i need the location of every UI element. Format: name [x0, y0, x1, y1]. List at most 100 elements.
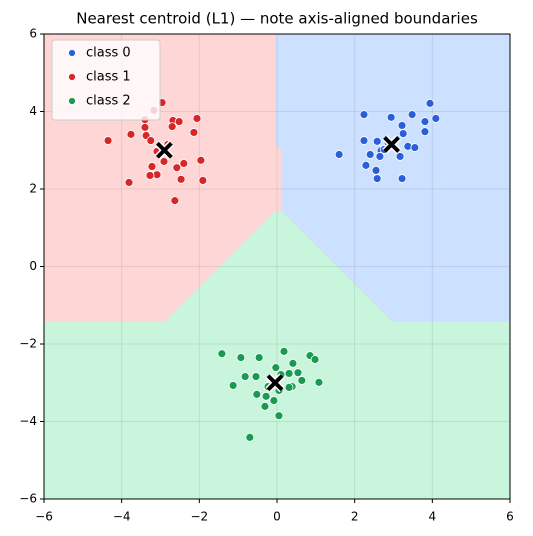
- region: [44, 300, 185, 303]
- region: [281, 178, 510, 181]
- point: [126, 129, 136, 139]
- region: [255, 230, 301, 233]
- point: [260, 401, 270, 411]
- point: [297, 376, 307, 385]
- region: [44, 258, 227, 261]
- region: [44, 138, 275, 141]
- region: [44, 330, 510, 333]
- region: [44, 456, 510, 459]
- region: [167, 318, 389, 321]
- region: [357, 286, 510, 289]
- region: [44, 210, 281, 213]
- region: [44, 496, 510, 499]
- point: [179, 159, 189, 168]
- region: [275, 88, 510, 91]
- region: [281, 158, 510, 161]
- region: [275, 134, 510, 137]
- point: [314, 377, 324, 387]
- region: [44, 186, 281, 189]
- region: [209, 276, 347, 279]
- region: [275, 102, 510, 105]
- region: [44, 424, 510, 427]
- region: [289, 218, 510, 221]
- region: [185, 300, 371, 303]
- region: [275, 60, 510, 63]
- legend-label: class 0: [86, 46, 131, 61]
- centroid-cross: [383, 136, 400, 153]
- region: [44, 266, 219, 269]
- region: [335, 264, 510, 267]
- region: [44, 490, 510, 493]
- point: [407, 110, 417, 119]
- region: [44, 294, 191, 297]
- region: [349, 278, 510, 281]
- region: [44, 238, 247, 241]
- region: [199, 286, 357, 289]
- region: [44, 446, 510, 449]
- region: [379, 308, 510, 311]
- region: [44, 426, 510, 429]
- region: [221, 264, 335, 267]
- region: [44, 36, 275, 39]
- region: [281, 184, 510, 187]
- y-tick-label: −6: [19, 492, 37, 506]
- region: [341, 270, 510, 273]
- x-tick-label: −2: [190, 510, 208, 524]
- point: [217, 349, 227, 359]
- point: [397, 121, 407, 130]
- region: [233, 252, 323, 255]
- region: [281, 170, 510, 173]
- region: [333, 262, 510, 265]
- region: [353, 282, 510, 285]
- region: [389, 318, 510, 321]
- region: [245, 240, 311, 243]
- region: [195, 290, 361, 293]
- region: [44, 482, 510, 485]
- region: [281, 160, 510, 163]
- point: [288, 358, 298, 368]
- region: [44, 200, 281, 203]
- region: [44, 176, 281, 179]
- region: [44, 308, 177, 311]
- region: [44, 182, 281, 185]
- region: [44, 192, 281, 195]
- region: [44, 38, 275, 41]
- region: [211, 274, 345, 277]
- point: [425, 98, 435, 108]
- region: [44, 304, 181, 307]
- point: [124, 178, 134, 187]
- x-tick-label: −4: [113, 510, 131, 524]
- region: [281, 156, 510, 159]
- region: [44, 332, 510, 335]
- region: [303, 232, 510, 235]
- region: [275, 78, 510, 81]
- point: [172, 163, 182, 173]
- region: [331, 260, 510, 263]
- legend-marker: [68, 49, 76, 57]
- region: [44, 270, 215, 273]
- region: [179, 306, 377, 309]
- region: [275, 64, 510, 67]
- region: [275, 92, 510, 95]
- legend-marker: [68, 97, 76, 105]
- region: [44, 220, 265, 223]
- region: [44, 480, 510, 483]
- region: [281, 194, 510, 197]
- region: [205, 280, 351, 283]
- region: [387, 316, 510, 319]
- region: [281, 196, 510, 199]
- region: [44, 274, 211, 277]
- region: [44, 322, 510, 325]
- region: [275, 72, 510, 75]
- region: [44, 208, 281, 211]
- region: [235, 250, 321, 253]
- region: [44, 448, 510, 451]
- region: [44, 132, 275, 135]
- x-tick-label: 6: [506, 510, 514, 524]
- region: [381, 310, 510, 313]
- region: [44, 352, 510, 355]
- region: [44, 288, 197, 291]
- legend-label: class 1: [86, 70, 131, 85]
- region: [44, 272, 213, 275]
- region: [355, 284, 510, 287]
